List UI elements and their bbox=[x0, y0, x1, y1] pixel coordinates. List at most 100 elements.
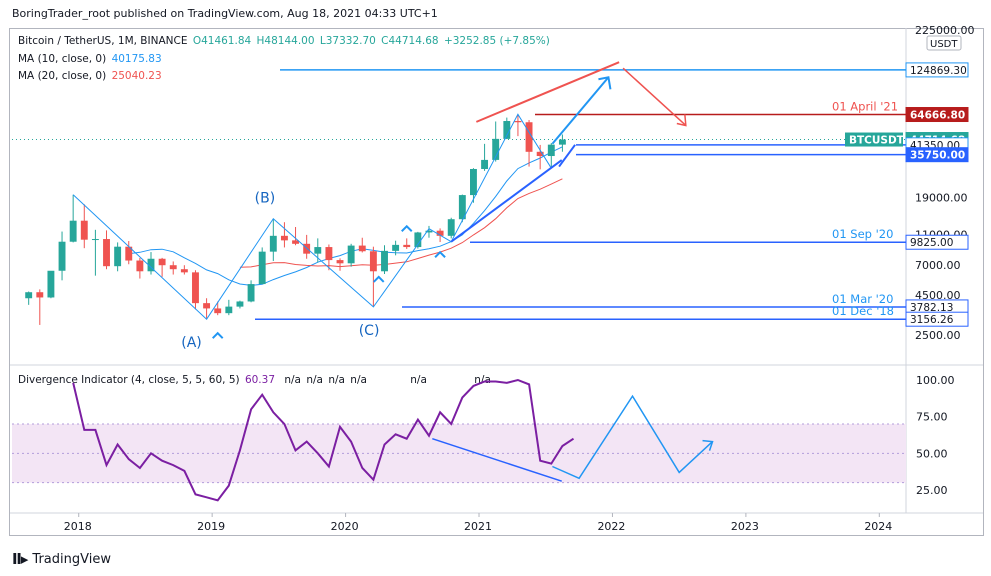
bearish-arrow-head bbox=[676, 114, 687, 127]
candle-body bbox=[470, 168, 477, 196]
candle-body bbox=[169, 265, 177, 270]
price-tag-label: 64666.80 bbox=[910, 110, 965, 122]
publisher-line: BoringTrader_root published on TradingVi… bbox=[12, 7, 438, 20]
candle-body bbox=[558, 139, 566, 145]
pivot-label: (C) bbox=[359, 323, 380, 339]
symbol-tag-label: BTCUSDT bbox=[849, 135, 905, 147]
level-date-label: 01 Sep '20 bbox=[832, 227, 893, 241]
trend-support-line bbox=[450, 159, 563, 243]
div-na-5: n/a bbox=[410, 374, 427, 386]
level-date-label: 01 Mar '20 bbox=[832, 292, 893, 306]
candle-body bbox=[325, 247, 333, 261]
indicator-tick-label: 50.00 bbox=[916, 447, 948, 460]
candle-body bbox=[503, 121, 511, 139]
candle-body bbox=[336, 260, 344, 264]
price-tag bbox=[905, 107, 969, 123]
projection-arrow bbox=[551, 76, 610, 145]
candle-body bbox=[47, 270, 55, 298]
unit-box bbox=[926, 35, 962, 51]
price-tick-label: 2500.00 bbox=[915, 329, 961, 342]
caret-marker bbox=[373, 275, 385, 283]
pivot-label: (B) bbox=[255, 191, 276, 207]
candle-body bbox=[425, 230, 433, 233]
change-value: +3252.85 (+7.85%) bbox=[443, 35, 550, 47]
price-tag bbox=[905, 62, 969, 78]
divergence-line bbox=[72, 378, 575, 502]
candle-body bbox=[114, 246, 122, 267]
candle-body bbox=[458, 195, 466, 220]
ma10-value: 40175.83 bbox=[111, 53, 162, 65]
candle-body bbox=[214, 308, 222, 314]
indicator-projection bbox=[552, 394, 714, 480]
time-tick-label: 2023 bbox=[731, 520, 759, 533]
unit-label: USDT bbox=[930, 39, 958, 50]
candle-body bbox=[347, 245, 355, 264]
symbol-tag-box bbox=[845, 132, 903, 147]
time-tick-label: 2018 bbox=[64, 520, 92, 533]
candle-body bbox=[536, 151, 544, 157]
price-tag-label: 9825.00 bbox=[910, 237, 953, 249]
candle-body bbox=[269, 235, 277, 252]
ma20-label: MA (20, close, 0) bbox=[18, 70, 107, 82]
level-date-label: 01 April '21 bbox=[832, 100, 898, 114]
candle-body bbox=[91, 239, 99, 241]
trend-support-line bbox=[558, 144, 576, 168]
candle-body bbox=[203, 303, 211, 309]
bearish-arrow bbox=[622, 67, 687, 127]
candle-body bbox=[403, 244, 411, 248]
candle-body bbox=[103, 239, 110, 267]
candle-body bbox=[192, 272, 199, 304]
div-na-1: n/a bbox=[284, 374, 301, 386]
candle-body bbox=[225, 306, 233, 314]
candle-body bbox=[436, 230, 444, 236]
close-value: C44714.68 bbox=[381, 35, 439, 47]
div-na-4: n/a bbox=[350, 374, 367, 386]
symbol-title: Bitcoin / TetherUS, 1M, BINANCE bbox=[18, 35, 188, 47]
divergence-trendline bbox=[432, 437, 562, 482]
footer-brand[interactable]: Ⅱ▸ TradingView bbox=[12, 550, 111, 568]
price-tag-label: 3156.26 bbox=[910, 314, 954, 326]
indicator-tick-label: 25.00 bbox=[916, 484, 948, 497]
brand-label: TradingView bbox=[32, 551, 111, 567]
candle-body bbox=[258, 251, 266, 285]
candle-body bbox=[236, 301, 244, 307]
candle-body bbox=[447, 219, 455, 236]
caret-marker bbox=[434, 250, 446, 258]
candle-body bbox=[147, 258, 155, 272]
candle-body bbox=[292, 240, 299, 244]
candle-body bbox=[36, 292, 44, 298]
candle-body bbox=[280, 235, 288, 241]
price-tag-label: 124869.30 bbox=[910, 65, 967, 77]
candle-body bbox=[25, 292, 33, 299]
indicator-tick-label: 100.00 bbox=[916, 374, 955, 387]
price-tag bbox=[905, 234, 969, 250]
price-tick-label: 225000.00 bbox=[915, 24, 975, 37]
zigzag-wave-line bbox=[72, 113, 552, 320]
ma20-line bbox=[239, 178, 563, 268]
price-tag-label: 3782.13 bbox=[910, 302, 953, 314]
chart-frame bbox=[9, 28, 984, 536]
caret-marker bbox=[212, 331, 224, 339]
ma20-legend: MA (20, close, 0) 25040.23 bbox=[18, 70, 164, 82]
candle-body bbox=[314, 247, 322, 254]
candle-body bbox=[247, 284, 255, 302]
candle-body bbox=[158, 258, 166, 266]
ma10-line bbox=[128, 146, 563, 286]
resistance-trend-line bbox=[475, 61, 620, 123]
indicator-projection-arrow-head bbox=[702, 439, 714, 451]
price-tag-label: 35750.00 bbox=[910, 150, 965, 162]
candle-body bbox=[180, 269, 188, 273]
low-value: L37332.70 bbox=[319, 35, 376, 47]
candle-body bbox=[58, 241, 66, 271]
candle-body bbox=[69, 220, 77, 242]
candle-body bbox=[381, 250, 388, 272]
ma10-legend: MA (10, close, 0) 40175.83 bbox=[18, 53, 164, 65]
price-tick-label: 19000.00 bbox=[915, 192, 968, 205]
candle-body bbox=[492, 138, 500, 160]
time-tick-label: 2019 bbox=[197, 520, 225, 533]
symbol-legend: Bitcoin / TetherUS, 1M, BINANCE O41461.8… bbox=[18, 35, 552, 47]
candle-body bbox=[136, 260, 144, 272]
candle-body bbox=[358, 245, 366, 252]
time-tick-label: 2020 bbox=[331, 520, 359, 533]
